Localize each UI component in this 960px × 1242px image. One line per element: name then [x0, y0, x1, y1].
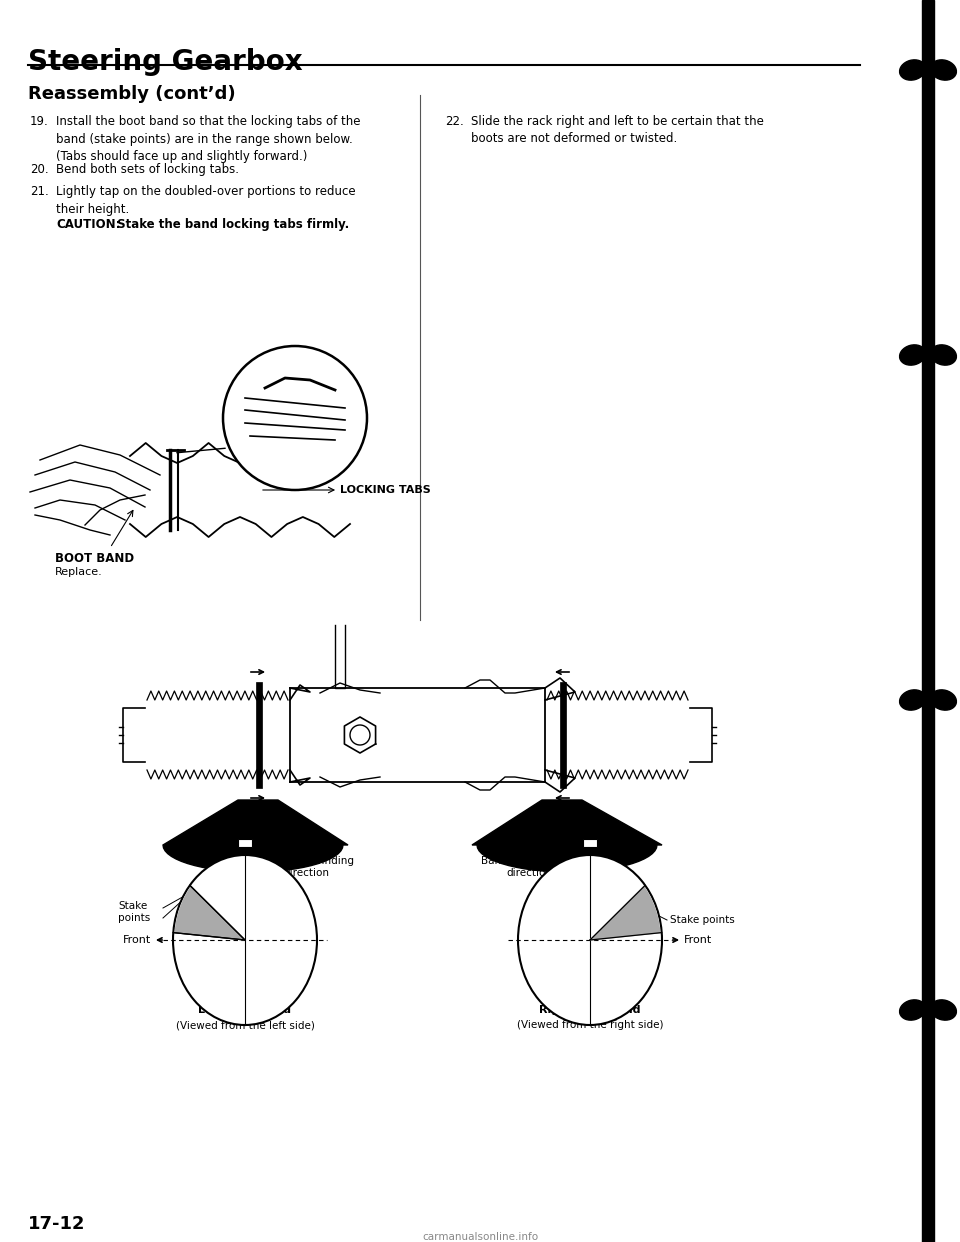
Text: Stake the band locking tabs firmly.: Stake the band locking tabs firmly. — [113, 219, 349, 231]
Circle shape — [223, 347, 367, 491]
Text: Replace.: Replace. — [55, 568, 103, 578]
Ellipse shape — [930, 689, 956, 710]
Text: (Viewed from the left side): (Viewed from the left side) — [176, 1020, 315, 1030]
Text: Band winding
direction: Band winding direction — [481, 856, 552, 878]
Text: Steering Gearbox: Steering Gearbox — [28, 48, 302, 76]
Text: 21.: 21. — [30, 185, 49, 197]
Text: Reassembly (cont’d): Reassembly (cont’d) — [28, 84, 235, 103]
Text: CAUTION:: CAUTION: — [56, 219, 121, 231]
Ellipse shape — [518, 854, 662, 1025]
Ellipse shape — [930, 60, 956, 81]
Text: LOCKING TABS: LOCKING TABS — [340, 484, 431, 496]
Text: carmanualsonline.info: carmanualsonline.info — [422, 1232, 538, 1242]
Ellipse shape — [930, 1000, 956, 1020]
Ellipse shape — [900, 689, 925, 710]
Text: Front: Front — [123, 935, 151, 945]
Text: Slide the rack right and left to be certain that the
boots are not deformed or t: Slide the rack right and left to be cert… — [471, 116, 764, 145]
Ellipse shape — [173, 854, 317, 1025]
Circle shape — [350, 725, 370, 745]
Bar — [922, 0, 934, 1242]
Text: Left Boot Band: Left Boot Band — [199, 1005, 292, 1015]
Text: 20.: 20. — [30, 163, 49, 176]
Text: BOOT BAND: BOOT BAND — [55, 551, 134, 565]
Text: 19.: 19. — [30, 116, 49, 128]
Polygon shape — [590, 887, 660, 940]
Ellipse shape — [930, 345, 956, 365]
Text: Band winding
direction: Band winding direction — [283, 856, 354, 878]
Text: Bend both sets of locking tabs.: Bend both sets of locking tabs. — [56, 163, 239, 176]
Ellipse shape — [900, 345, 925, 365]
Text: (Viewed from the right side): (Viewed from the right side) — [516, 1020, 663, 1030]
Text: Stake
points: Stake points — [118, 900, 151, 923]
Polygon shape — [472, 800, 662, 872]
Text: Front: Front — [684, 935, 712, 945]
Text: Lightly tap on the doubled-over portions to reduce
their height.: Lightly tap on the doubled-over portions… — [56, 185, 355, 216]
Polygon shape — [176, 887, 245, 940]
Ellipse shape — [900, 60, 925, 81]
Polygon shape — [163, 800, 348, 872]
Bar — [583, 840, 597, 847]
Text: Install the boot band so that the locking tabs of the
band (stake points) are in: Install the boot band so that the lockin… — [56, 116, 361, 163]
Text: 17-12: 17-12 — [28, 1215, 85, 1233]
Bar — [560, 682, 566, 787]
Ellipse shape — [900, 1000, 925, 1020]
Bar — [256, 682, 262, 787]
Text: 22.: 22. — [445, 116, 464, 128]
Text: Stake points: Stake points — [670, 915, 734, 925]
Text: Right Boot Band: Right Boot Band — [540, 1005, 640, 1015]
Bar — [238, 840, 252, 847]
